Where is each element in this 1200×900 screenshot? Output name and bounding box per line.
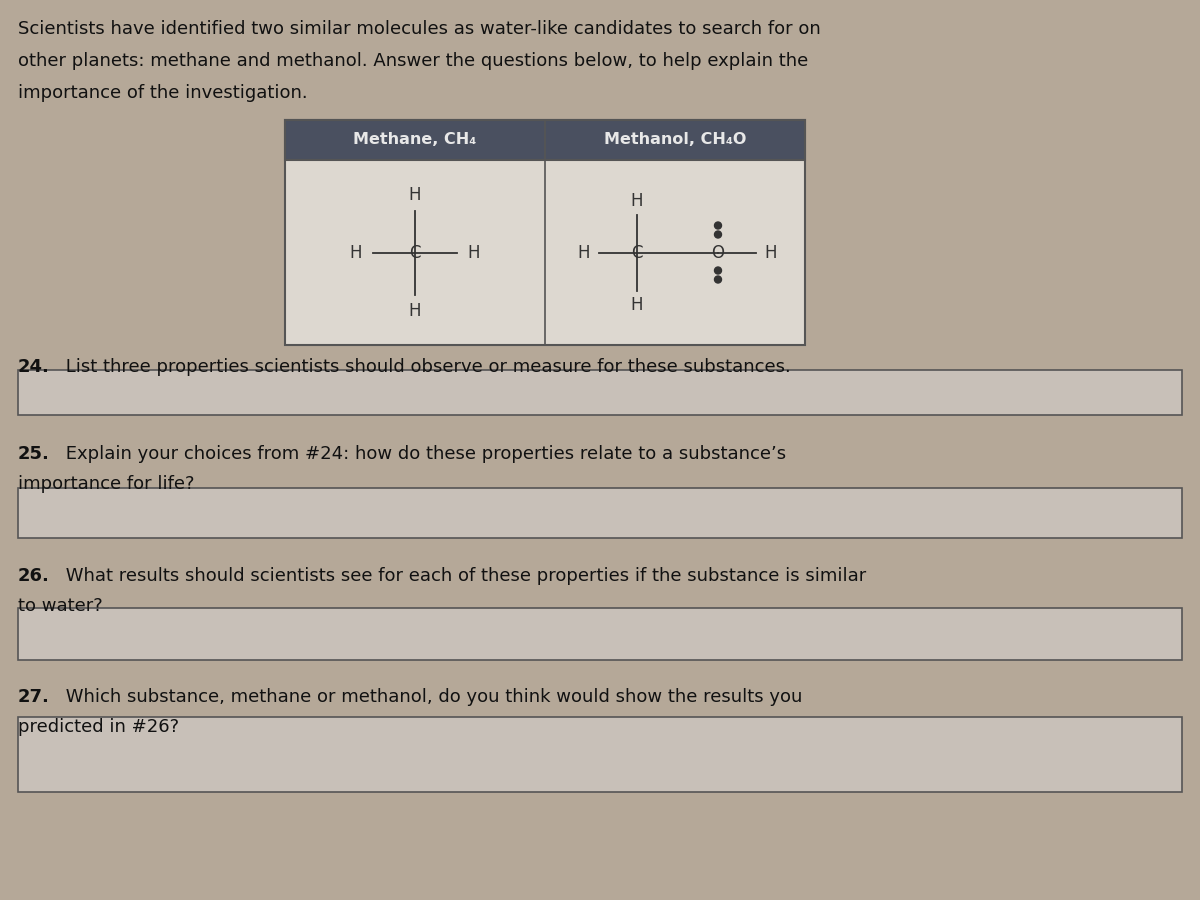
Text: C: C — [409, 244, 421, 262]
Text: Methanol, CH₄O: Methanol, CH₄O — [604, 132, 746, 148]
Text: List three properties scientists should observe or measure for these substances.: List three properties scientists should … — [60, 358, 791, 376]
Text: H: H — [349, 244, 362, 262]
Text: Scientists have identified two similar molecules as water-like candidates to sea: Scientists have identified two similar m… — [18, 20, 821, 38]
Text: H: H — [409, 302, 421, 319]
Circle shape — [714, 276, 721, 283]
Text: other planets: methane and methanol. Answer the questions below, to help explain: other planets: methane and methanol. Ans… — [18, 52, 809, 70]
Text: H: H — [631, 192, 643, 210]
Text: H: H — [468, 244, 480, 262]
Text: Explain your choices from #24: how do these properties relate to a substance’s: Explain your choices from #24: how do th… — [60, 445, 786, 463]
Text: H: H — [764, 244, 778, 262]
Bar — [18, 370, 1182, 415]
Circle shape — [714, 222, 721, 229]
Text: 27.: 27. — [18, 688, 50, 706]
Text: importance for life?: importance for life? — [18, 475, 194, 493]
Text: C: C — [631, 244, 643, 262]
Bar — [286, 120, 805, 345]
Text: importance of the investigation.: importance of the investigation. — [18, 84, 307, 102]
Circle shape — [714, 231, 721, 238]
Text: H: H — [409, 185, 421, 203]
Bar — [286, 120, 805, 160]
Bar — [18, 717, 1182, 792]
Text: 24.: 24. — [18, 358, 50, 376]
Text: H: H — [631, 295, 643, 313]
Text: 25.: 25. — [18, 445, 50, 463]
Text: Methane, CH₄: Methane, CH₄ — [353, 132, 476, 148]
Circle shape — [714, 267, 721, 274]
Text: predicted in #26?: predicted in #26? — [18, 718, 179, 736]
Bar — [18, 608, 1182, 660]
Text: O: O — [712, 244, 725, 262]
Text: What results should scientists see for each of these properties if the substance: What results should scientists see for e… — [60, 567, 866, 585]
Text: H: H — [577, 244, 590, 262]
Text: to water?: to water? — [18, 597, 103, 615]
Bar — [286, 120, 805, 160]
Bar — [18, 488, 1182, 538]
Text: 26.: 26. — [18, 567, 50, 585]
Text: Which substance, methane or methanol, do you think would show the results you: Which substance, methane or methanol, do… — [60, 688, 803, 706]
